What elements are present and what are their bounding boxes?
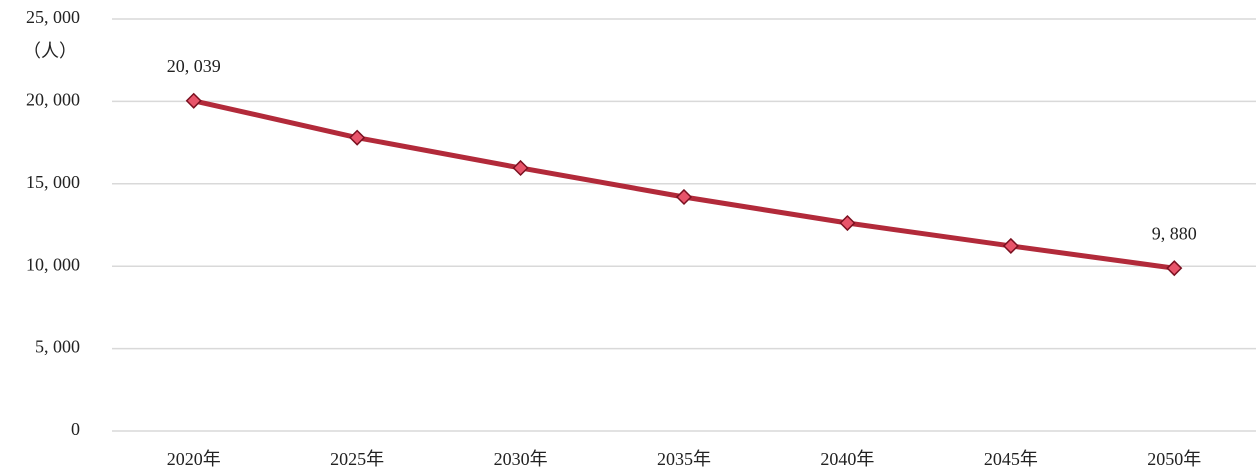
- point-marker: [675, 188, 693, 206]
- x-tick-label: 2040年: [820, 449, 874, 469]
- x-tick-label: 2030年: [494, 449, 548, 469]
- data-label: 9, 880: [1152, 223, 1197, 243]
- data-label: 20, 039: [167, 56, 221, 76]
- y-tick-label: 5, 000: [35, 337, 80, 357]
- y-tick-label: 15, 000: [26, 172, 80, 192]
- y-tick-label: 0: [71, 419, 80, 439]
- x-tick-label: 2050年: [1147, 449, 1201, 469]
- y-tick-label: 10, 000: [26, 254, 80, 274]
- x-tick-label: 2045年: [984, 449, 1038, 469]
- x-tick-label: 2025年: [330, 449, 384, 469]
- point-marker: [1166, 260, 1183, 277]
- point-marker: [349, 129, 366, 146]
- y-tick-label: 25, 000: [26, 7, 80, 27]
- point-marker: [512, 159, 529, 177]
- x-tick-label: 2020年: [167, 449, 221, 469]
- point-marker: [1002, 237, 1019, 254]
- point-marker: [839, 214, 856, 232]
- y-unit-label: （人）: [23, 41, 77, 61]
- y-tick-label: 20, 000: [26, 90, 80, 110]
- x-tick-label: 2035年: [657, 449, 711, 469]
- point-marker: [185, 92, 202, 109]
